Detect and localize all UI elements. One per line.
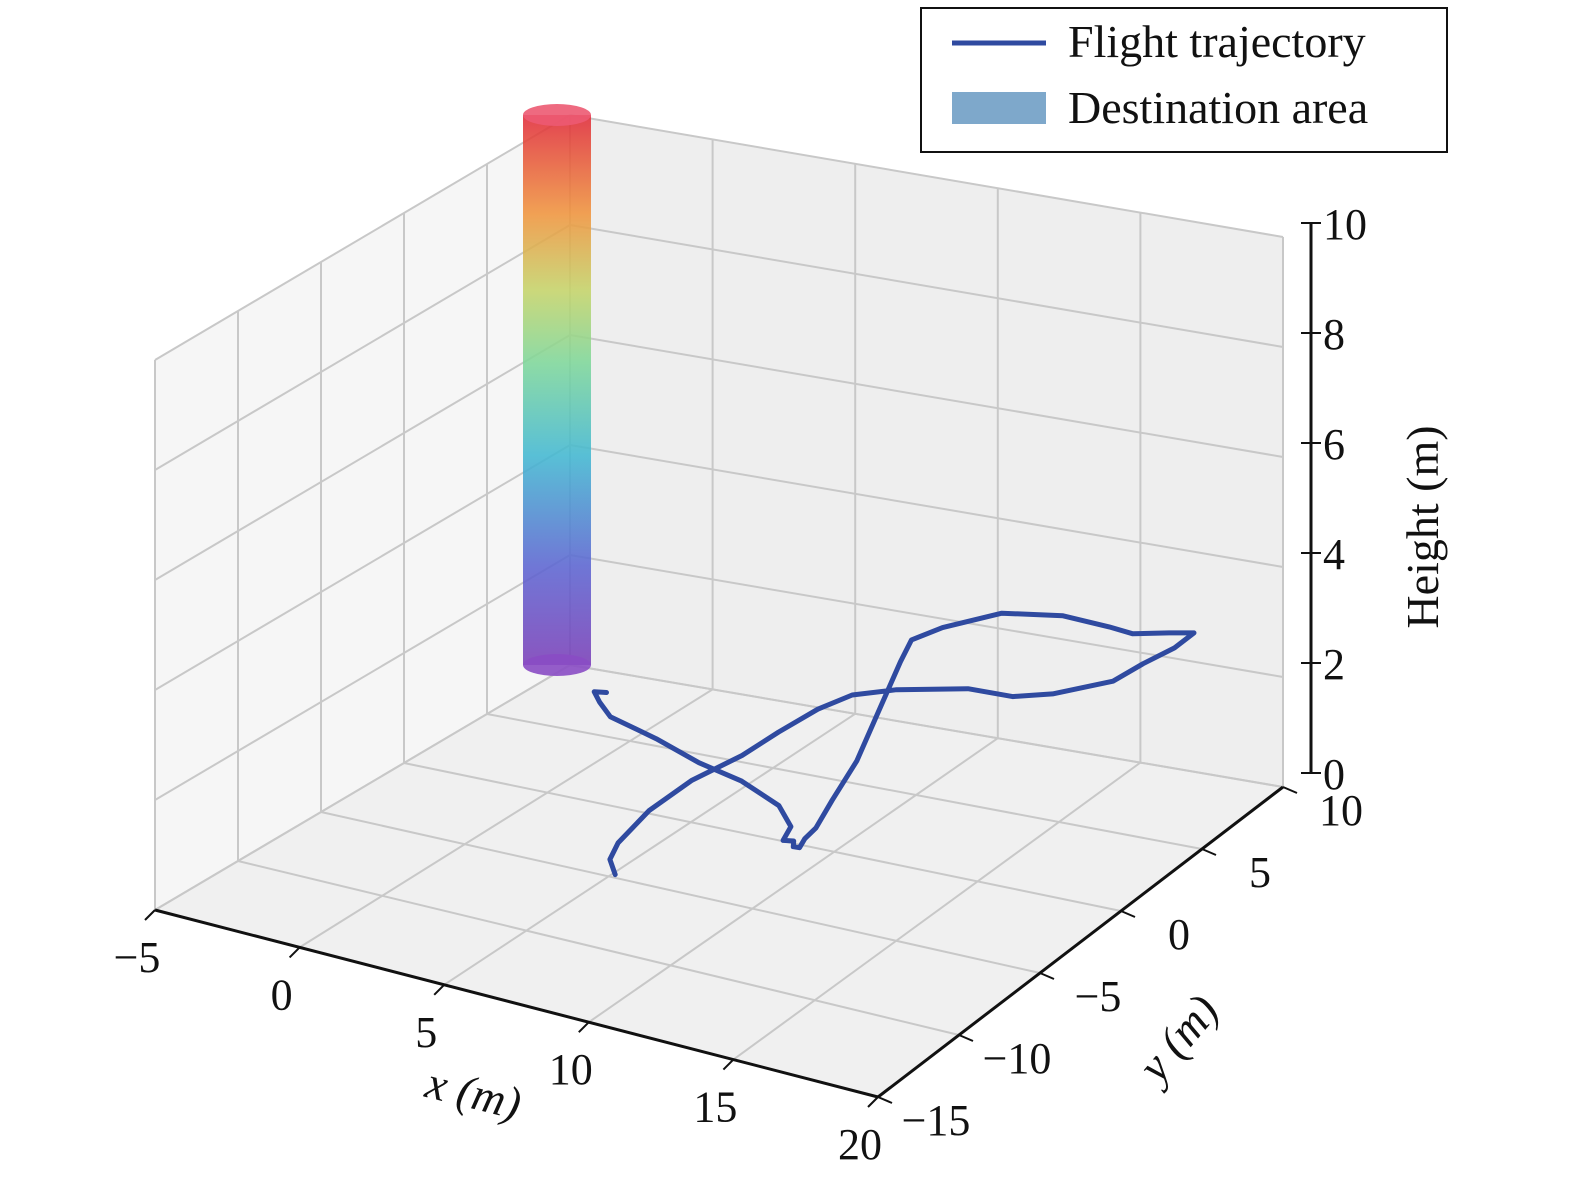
y-tick-mark bbox=[958, 1034, 974, 1042]
y-tick-label: −10 bbox=[983, 1034, 1052, 1083]
y-tick-label: −5 bbox=[1075, 972, 1122, 1021]
x-tick-label: −5 bbox=[114, 933, 161, 982]
floor-gridline-y bbox=[403, 762, 1122, 912]
z-tick-label: 2 bbox=[1323, 640, 1345, 689]
legend-box bbox=[920, 7, 1448, 153]
left-wall-pane bbox=[155, 115, 570, 910]
left-gridline-z bbox=[154, 114, 571, 361]
floor-gridline-y bbox=[237, 860, 960, 1036]
cylinder-bottom-cap bbox=[523, 654, 591, 676]
x-tick-label: 5 bbox=[415, 1008, 437, 1057]
back-gridline-z bbox=[569, 664, 1284, 788]
z-tick-label: 0 bbox=[1323, 750, 1345, 799]
floor-gridline-x bbox=[443, 712, 856, 986]
back-gridline-z bbox=[569, 114, 1284, 238]
left-gridline-z bbox=[154, 554, 571, 801]
y-tick-label: −15 bbox=[902, 1096, 971, 1145]
y-tick-mark bbox=[1120, 910, 1136, 918]
destination-area-cylinder bbox=[523, 104, 591, 676]
x-tick-mark bbox=[867, 1096, 879, 1108]
z-tick-label: 10 bbox=[1323, 200, 1367, 249]
flight-trajectory-line bbox=[591, 610, 1197, 878]
y-tick-label: 10 bbox=[1319, 786, 1363, 835]
y-axis-line bbox=[877, 785, 1284, 1099]
axis-panes bbox=[155, 115, 1283, 1097]
x-axis-line bbox=[154, 908, 879, 1099]
left-gridline-z bbox=[154, 444, 571, 691]
y-axis-label: y (m) bbox=[1125, 985, 1228, 1094]
y-tick-mark bbox=[1282, 786, 1298, 794]
left-gridline-z bbox=[154, 334, 571, 581]
floor-gridline-y bbox=[320, 811, 1041, 974]
left-gridline-z bbox=[154, 664, 571, 911]
x-tick-label: 20 bbox=[838, 1120, 882, 1169]
legend-label-destination-area: Destination area bbox=[1068, 82, 1368, 133]
floor-gridline-x bbox=[588, 737, 999, 1024]
x-tick-mark bbox=[433, 984, 445, 996]
y-tick-mark bbox=[877, 1096, 893, 1104]
x-tick-label: 0 bbox=[271, 970, 293, 1019]
floor-gridline-x bbox=[732, 761, 1141, 1061]
back-gridline-z bbox=[569, 224, 1284, 348]
x-tick-mark bbox=[578, 1021, 590, 1033]
x-axis-label: x (m) bbox=[420, 1056, 526, 1129]
y-tick-label: 0 bbox=[1168, 910, 1190, 959]
y-tick-label: 5 bbox=[1249, 848, 1271, 897]
back-wall-pane bbox=[570, 115, 1283, 787]
x-tick-label: 15 bbox=[693, 1083, 737, 1132]
axis-lines bbox=[154, 223, 1313, 1099]
floor-pane bbox=[155, 665, 1283, 1097]
cylinder-body bbox=[523, 115, 591, 665]
z-tick-label: 4 bbox=[1323, 530, 1345, 579]
y-tick-mark bbox=[1039, 972, 1055, 980]
y-tick-mark bbox=[1201, 848, 1217, 856]
flight-trajectory-series bbox=[591, 610, 1197, 878]
back-gridline-z bbox=[569, 444, 1284, 568]
back-gridline-z bbox=[569, 334, 1284, 458]
x-tick-mark bbox=[722, 1058, 735, 1071]
z-axis-label: Height (m) bbox=[1397, 425, 1448, 628]
legend-patch-swatch bbox=[952, 92, 1046, 124]
z-tick-label: 6 bbox=[1323, 420, 1345, 469]
x-tick-label: 10 bbox=[549, 1045, 593, 1094]
legend-label-flight-trajectory: Flight trajectory bbox=[1068, 16, 1366, 67]
legend: Flight trajectory Destination area bbox=[920, 7, 1448, 153]
left-gridline-z bbox=[154, 224, 571, 471]
z-tick-label: 8 bbox=[1323, 310, 1345, 359]
back-gridline-z bbox=[569, 554, 1284, 678]
x-tick-mark bbox=[288, 946, 301, 959]
x-tick-mark bbox=[144, 909, 156, 921]
cylinder-top-cap bbox=[523, 104, 591, 126]
